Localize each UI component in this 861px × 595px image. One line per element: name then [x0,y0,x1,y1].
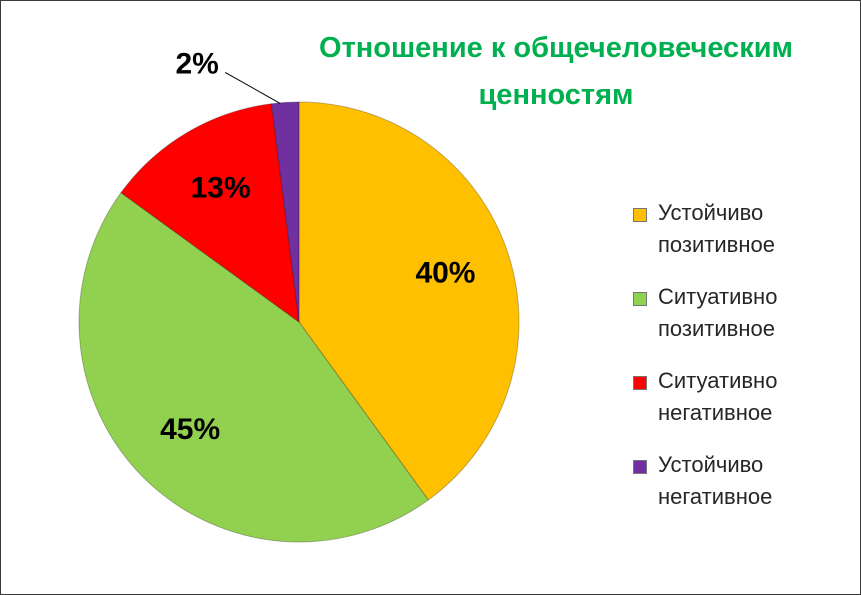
data-label: 2% [176,47,219,80]
legend-label: Устойчиво негативное [658,452,773,509]
pie-slice [298,101,520,501]
pie-slice [78,191,430,543]
legend-swatch [633,292,647,306]
legend-swatch [633,208,647,222]
leader-line [224,71,281,104]
legend-label: Ситуативно позитивное [658,284,778,341]
legend-item: Устойчиво позитивное [633,197,808,261]
legend-item: Ситуативно негативное [633,365,808,429]
data-label: 13% [191,171,251,204]
pie-slice [120,103,300,324]
legend-item: Устойчиво негативное [633,449,808,513]
pie-slice [270,101,300,323]
data-label: 45% [160,413,220,446]
legend-label: Ситуативно негативное [658,368,778,425]
legend-label: Устойчиво позитивное [658,200,775,257]
legend-swatch [633,460,647,474]
legend: Устойчиво позитивное Ситуативно позитивно… [633,197,833,533]
legend-swatch [633,376,647,390]
data-label: 40% [415,256,475,289]
legend-item: Ситуативно позитивное [633,281,808,345]
chart-title: Отношение к общечеловеческим ценностям [319,32,793,111]
